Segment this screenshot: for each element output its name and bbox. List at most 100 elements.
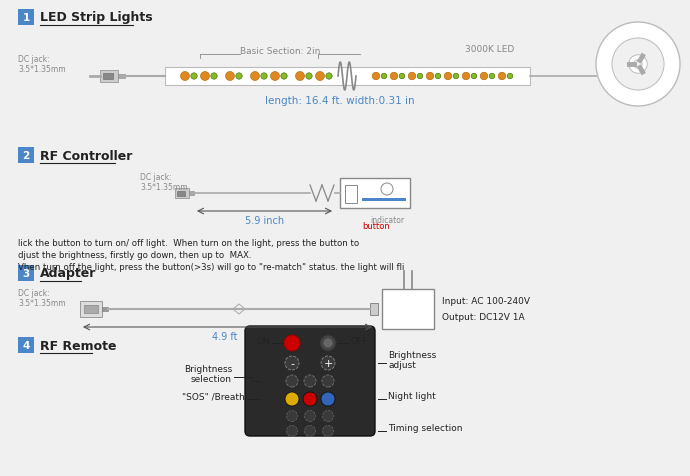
- Circle shape: [596, 23, 680, 107]
- Text: DC jack:: DC jack:: [140, 172, 172, 181]
- Circle shape: [326, 74, 332, 80]
- Circle shape: [323, 338, 333, 348]
- Circle shape: [322, 375, 334, 387]
- Circle shape: [381, 184, 393, 196]
- Circle shape: [471, 74, 477, 79]
- Text: adjust: adjust: [388, 361, 416, 370]
- Text: length: 16.4 ft. width:0.31 in: length: 16.4 ft. width:0.31 in: [265, 96, 415, 106]
- Bar: [18, 337, 34, 353]
- Text: Input: AC 100-240V: Input: AC 100-240V: [442, 297, 530, 306]
- Text: LED Strip Lights: LED Strip Lights: [40, 11, 152, 24]
- Bar: [340, 178, 410, 208]
- Bar: [18, 266, 34, 281]
- Text: 3: 3: [22, 268, 30, 278]
- Circle shape: [286, 426, 297, 436]
- Text: Brightness: Brightness: [388, 351, 436, 360]
- Bar: [165, 68, 530, 86]
- Circle shape: [303, 392, 317, 406]
- Text: 5.9 inch: 5.9 inch: [245, 216, 284, 226]
- Text: lick the button to turn on/ off light.  When turn on the light, press the button: lick the button to turn on/ off light. W…: [18, 238, 359, 248]
- Circle shape: [372, 73, 380, 80]
- Circle shape: [285, 392, 299, 406]
- Bar: [177, 191, 185, 196]
- Text: RF Controller: RF Controller: [40, 149, 132, 162]
- Bar: [175, 188, 189, 198]
- Circle shape: [261, 74, 267, 80]
- Circle shape: [304, 411, 315, 422]
- Circle shape: [408, 73, 416, 80]
- Bar: [18, 148, 34, 164]
- Text: RF Remote: RF Remote: [40, 339, 117, 352]
- Bar: [18, 10, 34, 26]
- Bar: [382, 289, 434, 329]
- Text: 3.5*1.35mm: 3.5*1.35mm: [18, 298, 66, 307]
- Text: 3000K LED: 3000K LED: [465, 44, 515, 53]
- Circle shape: [417, 74, 423, 79]
- Bar: [118, 75, 125, 79]
- Text: indicator: indicator: [370, 216, 404, 225]
- Text: button: button: [362, 221, 390, 230]
- Bar: [345, 186, 357, 204]
- Text: OFF: OFF: [350, 336, 367, 345]
- Bar: [370, 303, 378, 315]
- Bar: [84, 306, 98, 313]
- Text: Output: DC12V 1A: Output: DC12V 1A: [442, 313, 524, 322]
- FancyBboxPatch shape: [245, 327, 375, 436]
- Circle shape: [281, 74, 287, 80]
- Circle shape: [321, 356, 335, 370]
- Circle shape: [191, 74, 197, 80]
- Text: ON: ON: [256, 336, 270, 345]
- Text: 3.5*1.35mm: 3.5*1.35mm: [18, 64, 66, 73]
- Circle shape: [304, 426, 315, 436]
- Text: Vhen turn off the light, press the button(>3s) will go to "re-match" status. the: Vhen turn off the light, press the butto…: [18, 262, 404, 271]
- Text: Brightness: Brightness: [184, 365, 232, 374]
- Circle shape: [498, 73, 506, 80]
- Circle shape: [391, 73, 398, 80]
- Circle shape: [211, 74, 217, 80]
- Bar: [80, 301, 102, 317]
- Text: 4: 4: [22, 340, 30, 350]
- Circle shape: [295, 72, 304, 81]
- Circle shape: [489, 74, 495, 79]
- Text: DC jack:: DC jack:: [18, 288, 50, 297]
- Circle shape: [201, 72, 210, 81]
- Circle shape: [181, 72, 190, 81]
- Circle shape: [435, 74, 441, 79]
- Bar: [362, 198, 406, 201]
- Text: 4.9 ft: 4.9 ft: [213, 331, 238, 341]
- Circle shape: [426, 73, 434, 80]
- Circle shape: [612, 39, 664, 91]
- Circle shape: [284, 335, 300, 351]
- Circle shape: [629, 56, 647, 74]
- Circle shape: [236, 74, 242, 80]
- Circle shape: [321, 392, 335, 406]
- Text: Basic Section: 2in: Basic Section: 2in: [240, 46, 320, 55]
- Circle shape: [315, 72, 324, 81]
- Circle shape: [634, 60, 642, 69]
- Circle shape: [453, 74, 459, 79]
- Circle shape: [226, 72, 235, 81]
- Text: DC jack:: DC jack:: [18, 54, 50, 63]
- Bar: [103, 74, 113, 80]
- Text: Adapter: Adapter: [40, 267, 97, 280]
- Circle shape: [507, 74, 513, 79]
- Text: Night light: Night light: [388, 392, 436, 401]
- Circle shape: [322, 426, 333, 436]
- Circle shape: [381, 74, 387, 79]
- Bar: [100, 71, 118, 83]
- Circle shape: [286, 411, 297, 422]
- Circle shape: [304, 375, 316, 387]
- Text: -: -: [290, 358, 294, 368]
- Circle shape: [306, 74, 312, 80]
- Circle shape: [322, 411, 333, 422]
- Circle shape: [400, 74, 405, 79]
- Circle shape: [462, 73, 470, 80]
- Text: 2: 2: [22, 151, 30, 161]
- Text: "SOS" /Breath: "SOS" /Breath: [182, 392, 245, 401]
- Text: 1: 1: [22, 13, 30, 23]
- Text: Timing selection: Timing selection: [388, 424, 462, 433]
- Text: +: +: [324, 358, 333, 368]
- Circle shape: [480, 73, 488, 80]
- Bar: [189, 192, 194, 195]
- Circle shape: [250, 72, 259, 81]
